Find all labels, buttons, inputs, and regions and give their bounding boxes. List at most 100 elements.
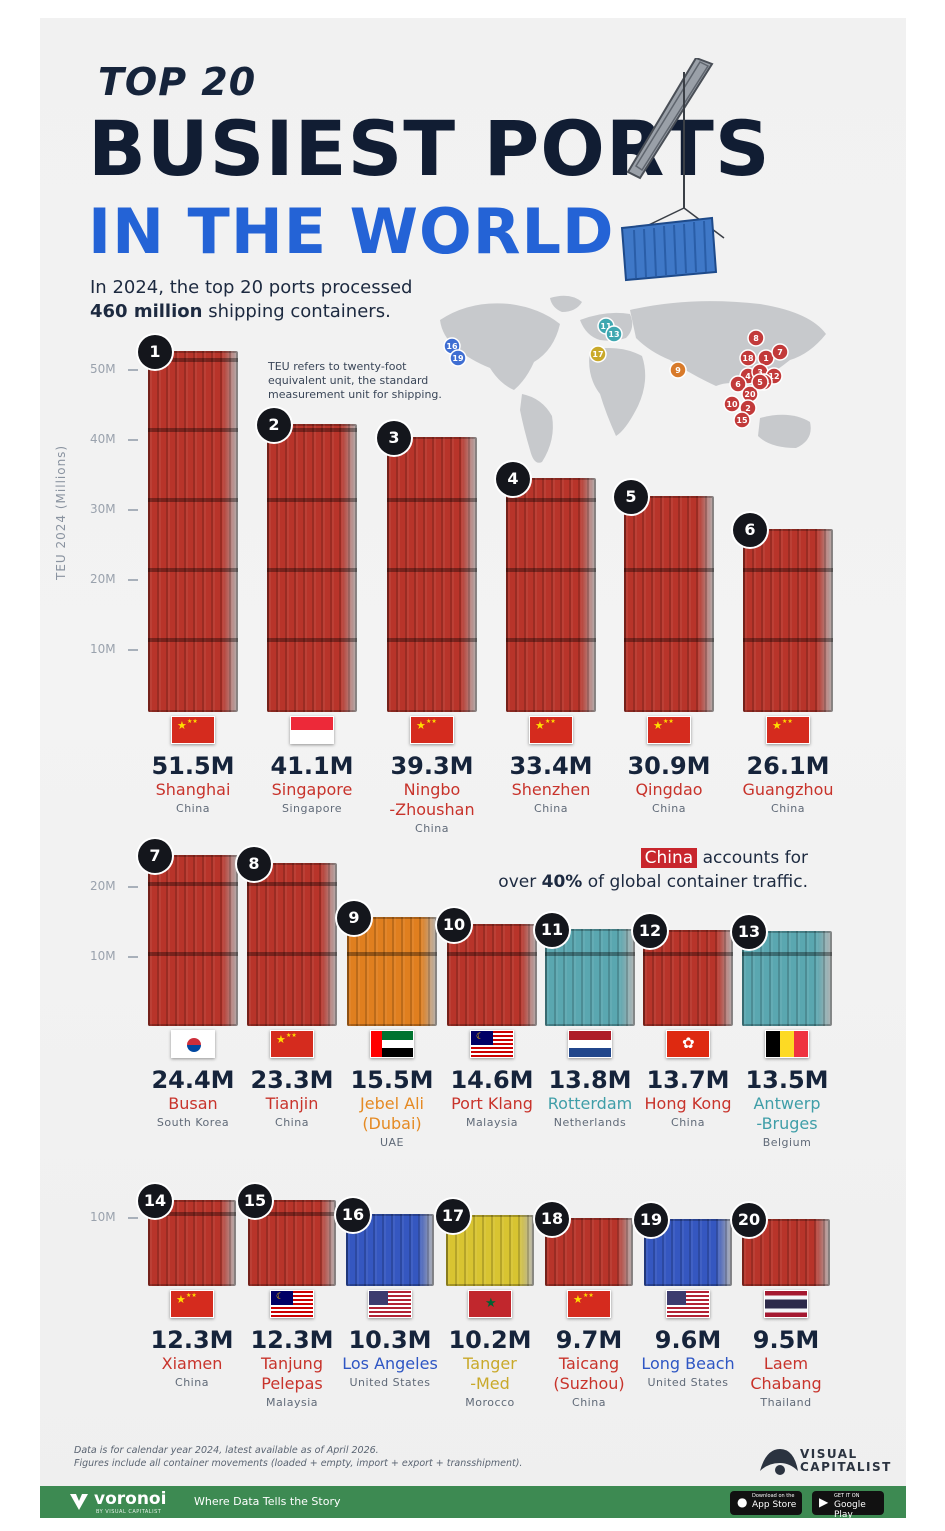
country-14: China xyxy=(175,1376,209,1389)
container-seam xyxy=(148,1212,236,1216)
container-seam xyxy=(387,568,477,572)
flag-ae-icon xyxy=(370,1030,414,1058)
footer-tagline: Where Data Tells the Story xyxy=(194,1495,341,1508)
port-name-line: Xiamen xyxy=(161,1354,223,1373)
svg-text:3: 3 xyxy=(757,368,763,377)
map-marker-19: 19 xyxy=(449,349,467,367)
app-store-small: Download on the xyxy=(752,1493,795,1499)
value-label-12: 13.7M xyxy=(646,1066,730,1094)
rank-badge-17: 17 xyxy=(436,1199,470,1233)
y-tick-40m: 40M xyxy=(90,432,138,446)
svg-text:13: 13 xyxy=(608,330,619,339)
container-bar-8 xyxy=(247,863,337,1026)
container-seam xyxy=(506,568,596,572)
flag-cn-icon: ★ ★★ xyxy=(171,716,215,744)
port-name-8: Tianjin xyxy=(232,1094,352,1114)
svg-text:7: 7 xyxy=(777,348,783,357)
port-name-line: Shanghai xyxy=(155,780,231,799)
china-note-line-1: China accounts for xyxy=(490,846,808,870)
container-bar-7 xyxy=(148,855,238,1026)
app-store-button[interactable]: ● Download on the App Store xyxy=(730,1491,802,1515)
port-name-line: Rotterdam xyxy=(547,1094,633,1113)
svg-text:18: 18 xyxy=(742,354,754,363)
port-name-9: Jebel Ali (Dubai) xyxy=(332,1094,452,1134)
port-name-2: Singapore xyxy=(252,780,372,800)
container-seam xyxy=(742,952,832,956)
container-seam xyxy=(267,428,357,432)
country-16: United States xyxy=(349,1376,431,1389)
country-10: Malaysia xyxy=(465,1116,519,1129)
voronoi-logo-icon xyxy=(70,1494,88,1510)
port-name-18: Taicang (Suzhou) xyxy=(529,1354,649,1394)
value-label-4: 33.4M xyxy=(509,752,593,780)
y-tick-10m-row3: 10M xyxy=(90,1210,138,1224)
flag-us-icon xyxy=(666,1290,710,1318)
google-play-small: GET IT ON xyxy=(834,1493,860,1499)
google-play-button[interactable]: ▶ GET IT ON Google Play xyxy=(812,1491,884,1520)
port-name-line: Singapore xyxy=(271,780,353,799)
country-17: Morocco xyxy=(465,1396,515,1409)
flag-us-icon xyxy=(368,1290,412,1318)
country-3: China xyxy=(415,822,449,835)
container-seam xyxy=(743,568,833,572)
container-seam xyxy=(248,1212,336,1216)
flag-cn-icon: ★ ★★ xyxy=(410,716,454,744)
port-name-line: -Bruges xyxy=(756,1114,818,1133)
country-15: Malaysia xyxy=(265,1396,319,1409)
container-seam xyxy=(148,638,238,642)
port-name-5: Qingdao xyxy=(609,780,729,800)
country-8: China xyxy=(275,1116,309,1129)
rank-badge-15: 15 xyxy=(238,1184,272,1218)
value-label-10: 14.6M xyxy=(450,1066,534,1094)
flag-cn-icon: ★ ★★ xyxy=(647,716,691,744)
port-name-line: Guangzhou xyxy=(742,780,834,799)
container-seam xyxy=(387,498,477,502)
value-label-20: 9.5M xyxy=(752,1326,820,1354)
title-top-20: TOP 20 xyxy=(98,60,257,104)
container-seam xyxy=(247,952,337,956)
flag-my-icon: ☾ xyxy=(470,1030,514,1058)
crane-container-icon xyxy=(620,58,725,282)
container-bar-11 xyxy=(545,929,635,1026)
svg-text:5: 5 xyxy=(757,378,763,387)
port-name-line: (Dubai) xyxy=(362,1114,422,1133)
port-name-15: Tanjung Pelepas xyxy=(232,1354,352,1394)
intro-line-2: 460 million shipping containers. xyxy=(90,300,412,324)
svg-text:1: 1 xyxy=(763,354,769,363)
port-name-line: -Zhoushan xyxy=(389,800,475,819)
voronoi-wordmark[interactable]: voronoi xyxy=(94,1489,167,1509)
map-markers: 1619111317981817431261420102515 xyxy=(443,317,789,429)
country-4: China xyxy=(534,802,568,815)
svg-text:17: 17 xyxy=(592,350,603,359)
container-bar-3 xyxy=(387,437,477,712)
container-seam xyxy=(148,952,238,956)
container-seam xyxy=(506,638,596,642)
rank-badge-8: 8 xyxy=(237,847,271,881)
container-seam xyxy=(347,952,437,956)
svg-text:20: 20 xyxy=(744,390,756,399)
svg-text:9: 9 xyxy=(675,366,681,375)
port-name-3: Ningbo -Zhoushan xyxy=(372,780,492,820)
title-in-the-world: IN THE WORLD xyxy=(88,195,615,268)
flag-my-icon: ☾ xyxy=(270,1290,314,1318)
china-highlight: China xyxy=(640,848,698,868)
svg-text:2: 2 xyxy=(745,404,751,413)
flag-cn-icon: ★ ★★ xyxy=(567,1290,611,1318)
port-name-line: Tanger xyxy=(463,1354,517,1373)
country-1: China xyxy=(176,802,210,815)
port-name-line: Jebel Ali xyxy=(360,1094,424,1113)
port-name-6: Guangzhou xyxy=(728,780,848,800)
rank-badge-4: 4 xyxy=(496,462,530,496)
country-5: China xyxy=(652,802,686,815)
port-name-line: Taicang xyxy=(558,1354,620,1373)
flag-be-icon xyxy=(765,1030,809,1058)
port-name-line: Hong Kong xyxy=(644,1094,732,1113)
y-axis-title: TEU 2024 (Millions) xyxy=(54,444,68,580)
rank-badge-14: 14 xyxy=(138,1184,172,1218)
port-name-11: Rotterdam xyxy=(530,1094,650,1114)
rank-badge-2: 2 xyxy=(257,408,291,442)
port-name-line: Port Klang xyxy=(451,1094,533,1113)
port-name-16: Los Angeles xyxy=(330,1354,450,1374)
y-tick-10m: 10M xyxy=(90,642,138,656)
container-seam xyxy=(148,428,238,432)
